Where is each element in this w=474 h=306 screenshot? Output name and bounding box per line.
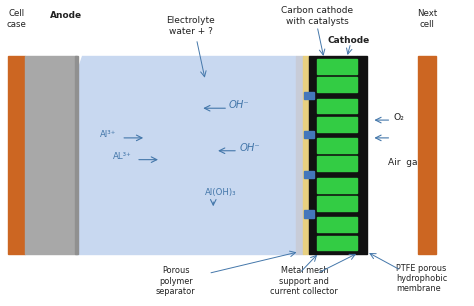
Bar [304, 171, 314, 178]
Bar [304, 131, 314, 139]
Bar [296, 56, 303, 254]
Bar [309, 56, 317, 254]
Text: AL³⁺: AL³⁺ [113, 152, 132, 161]
Bar [317, 138, 357, 153]
Bar [317, 236, 357, 250]
Bar [317, 95, 357, 135]
Text: Electrolyte
water + ?: Electrolyte water + ? [166, 16, 215, 35]
Bar [317, 214, 357, 254]
Text: Aluminum
plate: Aluminum plate [25, 135, 77, 155]
Bar [317, 156, 357, 171]
Bar [304, 211, 314, 218]
Text: Cathode: Cathode [328, 36, 370, 45]
Text: PTFE porous
hydrophobic
membrane: PTFE porous hydrophobic membrane [396, 263, 447, 293]
Text: Porous
polymer
separator: Porous polymer separator [156, 267, 195, 296]
Bar [317, 174, 357, 214]
Bar [75, 56, 78, 254]
Text: Anode: Anode [50, 11, 82, 20]
Polygon shape [77, 56, 296, 254]
Bar [317, 99, 357, 114]
Text: Carbon cathode
with catalysts: Carbon cathode with catalysts [281, 6, 353, 26]
Bar [317, 56, 357, 95]
Bar [317, 117, 357, 132]
Bar [317, 77, 357, 92]
Text: Al(OH)₃: Al(OH)₃ [205, 188, 237, 197]
Text: Al³⁺: Al³⁺ [100, 130, 116, 140]
Bar [25, 56, 77, 254]
Text: Next
cell: Next cell [417, 9, 437, 29]
Text: OH⁻: OH⁻ [228, 100, 249, 110]
Text: Cell
case: Cell case [7, 9, 27, 29]
Text: Metal mesh
support and
current collector: Metal mesh support and current collector [270, 267, 338, 296]
Bar [8, 56, 25, 254]
Bar [317, 196, 357, 211]
Bar [304, 92, 314, 99]
Bar [357, 56, 366, 254]
Bar [418, 56, 436, 254]
Bar [317, 59, 357, 74]
Bar [317, 178, 357, 192]
Text: O₂: O₂ [393, 113, 404, 121]
Bar [317, 217, 357, 232]
Text: Air  gap: Air gap [388, 158, 424, 167]
Bar [317, 135, 357, 174]
Bar [303, 56, 309, 254]
Text: OH⁻: OH⁻ [240, 143, 261, 153]
